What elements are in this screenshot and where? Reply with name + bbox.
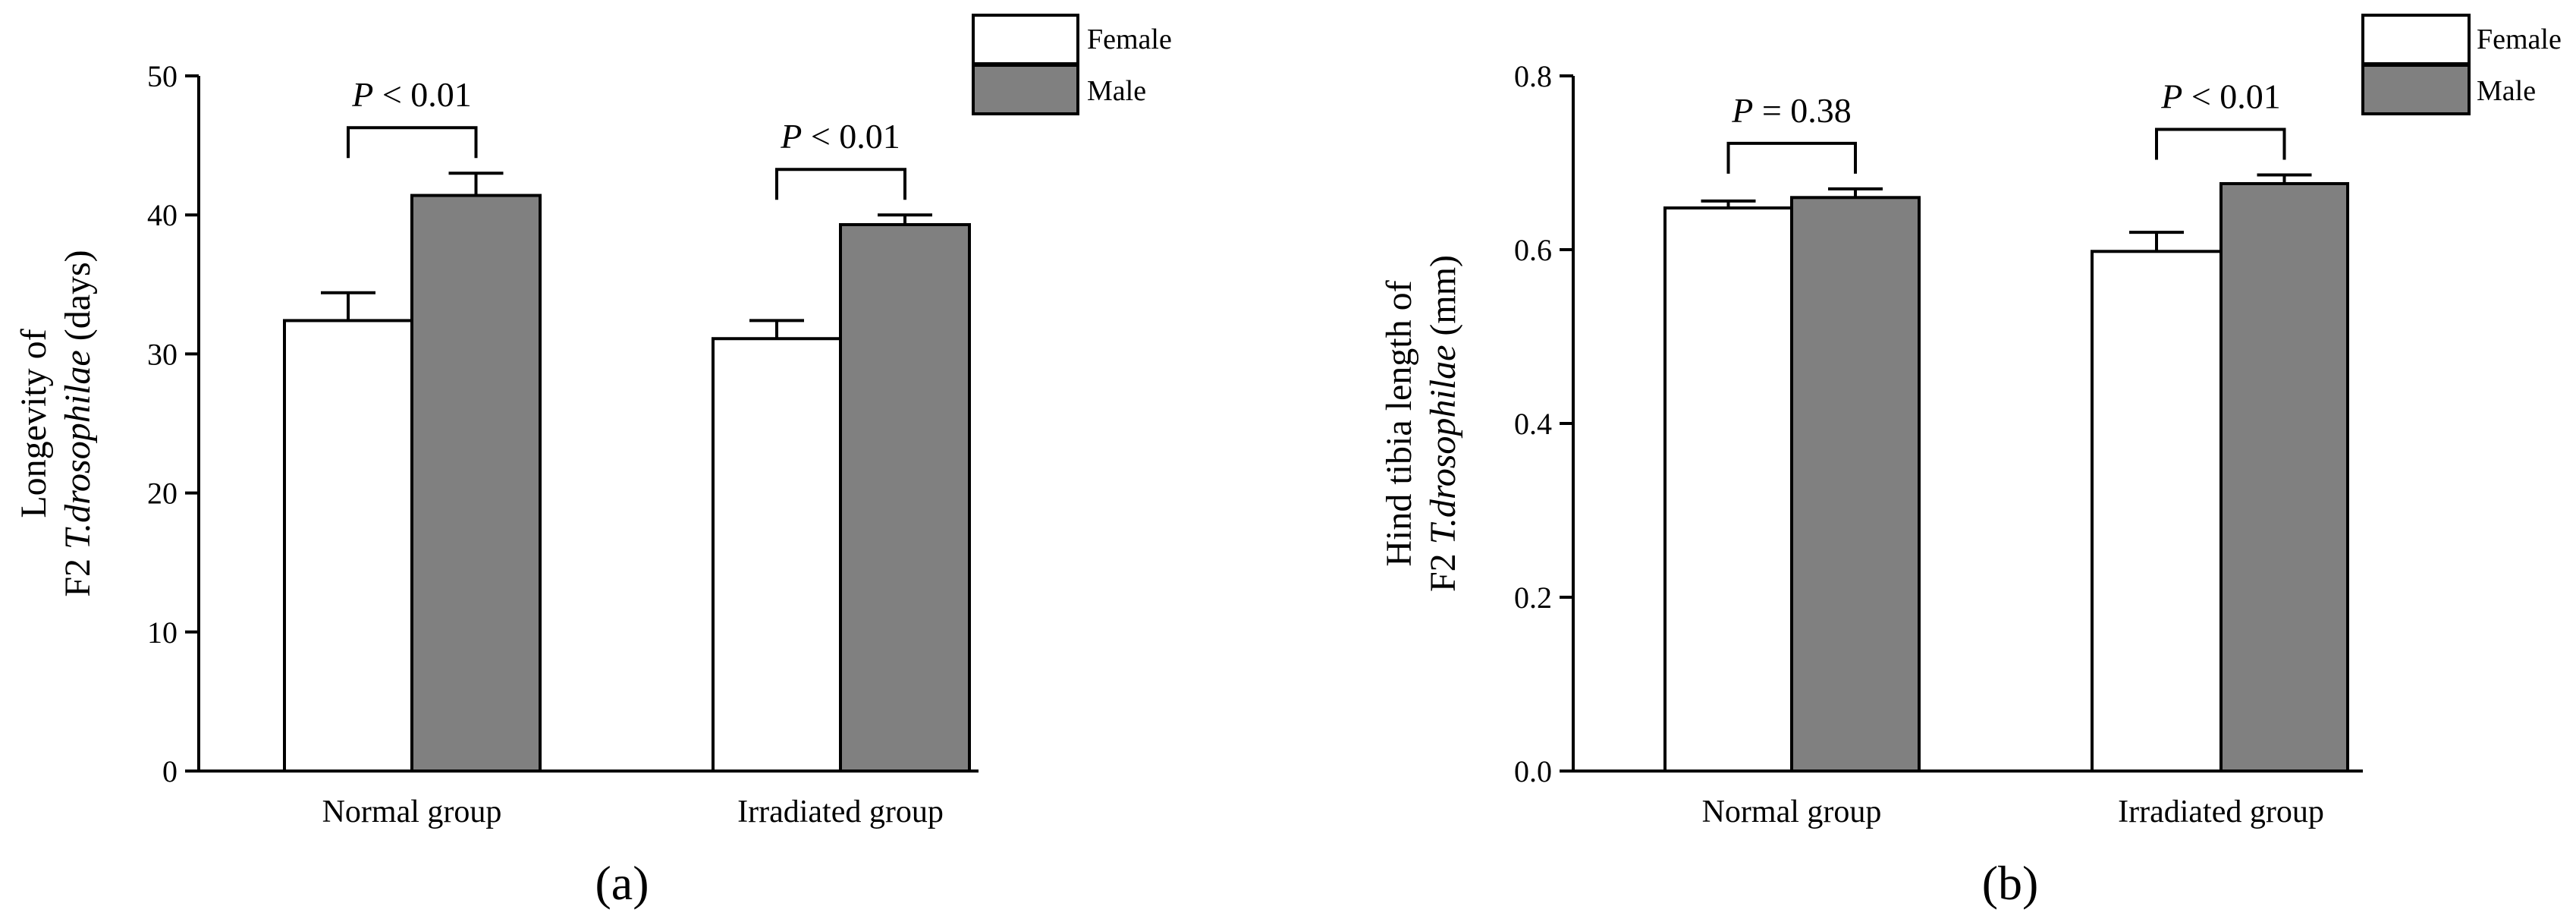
legend-swatch-female <box>972 14 1079 65</box>
p-value: < 0.01 <box>2182 77 2280 116</box>
bar-female <box>1663 206 1793 773</box>
y-tick-label: 0.8 <box>1514 59 1552 93</box>
p-value: = 0.38 <box>1753 91 1851 130</box>
category-label: Normal group <box>1702 795 1882 829</box>
y-tick-label: 40 <box>147 198 177 232</box>
significance-label: P < 0.01 <box>2160 77 2281 116</box>
p-value: < 0.01 <box>373 75 471 114</box>
bar-female <box>2091 250 2223 773</box>
y-tick-label: 10 <box>147 615 177 650</box>
legend-swatch-female <box>2361 14 2471 65</box>
p-symbol: P <box>351 75 373 114</box>
bar-female <box>712 337 842 773</box>
y-axis-title-line1: Longevity of <box>14 329 54 518</box>
significance-bracket <box>347 126 478 159</box>
y-tick-label: 0.2 <box>1514 581 1552 615</box>
bar-male <box>1790 196 1921 773</box>
y-tick-label: 0.0 <box>1514 754 1552 788</box>
legend-swatch-male <box>972 64 1079 115</box>
p-symbol: P <box>2160 77 2182 116</box>
y-axis-title-unit: (mm) <box>1423 255 1463 345</box>
y-axis-title-line1: Hind tibia length of <box>1379 280 1419 566</box>
panel-label: (b) <box>1982 856 2039 910</box>
p-symbol: P <box>1731 91 1753 130</box>
y-axis-title-unit: (days) <box>58 250 98 350</box>
category-label: Irradiated group <box>737 795 944 829</box>
legend-label-female: Female <box>1087 24 1172 55</box>
y-axis-title-prefix: F2 <box>1423 544 1463 592</box>
p-symbol: P <box>780 117 802 156</box>
category-label: Irradiated group <box>2118 795 2324 829</box>
y-axis-title-line2: F2 T.drosophilae (mm) <box>1423 255 1463 592</box>
legend-label-male: Male <box>2477 75 2536 107</box>
category-label: Normal group <box>322 795 502 829</box>
significance-label: P < 0.01 <box>351 75 472 114</box>
y-axis-title-line2: F2 T.drosophilae (days) <box>58 250 98 596</box>
legend-swatch-male <box>2361 64 2471 115</box>
y-tick-label: 30 <box>147 337 177 371</box>
significance-bracket <box>1726 141 1857 174</box>
bar-female <box>283 319 413 773</box>
bar-male <box>839 223 971 773</box>
panel-label: (a) <box>595 856 649 910</box>
p-value: < 0.01 <box>802 117 900 156</box>
bar-male <box>410 194 542 773</box>
y-axis-title-species: T.drosophilae <box>1423 345 1463 545</box>
y-tick-label: 0 <box>162 754 177 788</box>
y-axis-title-prefix: F2 <box>58 549 98 597</box>
significance-label: P < 0.01 <box>780 117 900 156</box>
y-axis-title-species: T.drosophilae <box>58 350 98 549</box>
y-tick-label: 0.4 <box>1514 407 1552 441</box>
significance-bracket <box>775 168 906 200</box>
significance-bracket <box>2155 127 2286 160</box>
legend-label-female: Female <box>2477 24 2562 55</box>
y-tick-label: 20 <box>147 477 177 511</box>
bar-male <box>2219 181 2349 773</box>
y-tick-label: 50 <box>147 59 177 93</box>
y-tick-label: 0.6 <box>1514 233 1552 267</box>
significance-label: P = 0.38 <box>1731 91 1852 130</box>
legend-label-male: Male <box>1087 75 1146 107</box>
